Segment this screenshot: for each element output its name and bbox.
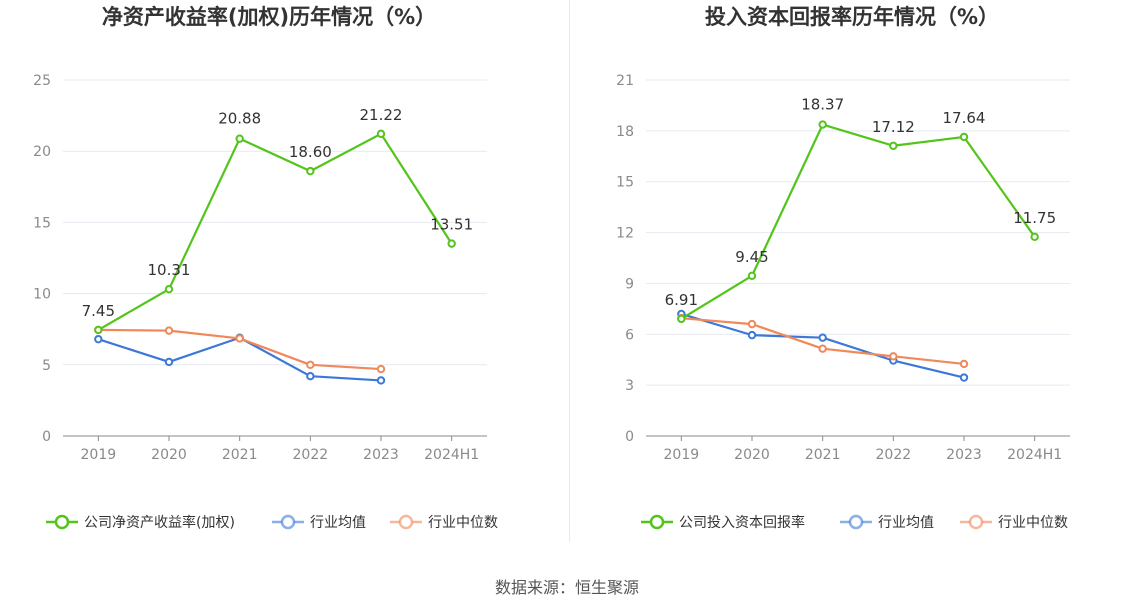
chart2-legend-industry_median-label: 行业中位数	[998, 515, 1068, 531]
chart2-industry_avg-point	[959, 373, 969, 382]
chart2-company-point	[747, 271, 757, 280]
chart2-industry_median-point	[889, 352, 898, 361]
chart1-industry_median-point	[376, 364, 386, 374]
chart1-industry_avg-line	[97, 336, 382, 382]
chart1-industry_avg-point	[376, 376, 386, 385]
chart2-y-tick-label: 12	[616, 226, 634, 242]
charts-canvas: 净资产收益率(加权)历年情况（%） 0 5 10 15 20 25 2019 2020 2021 2…	[33, 5, 1070, 531]
chart1-y-tick-label: 25	[33, 73, 51, 89]
chart2-industry_median-point	[959, 359, 969, 369]
chart2-industry_median-point	[818, 344, 827, 353]
chart1-data-label: 21.22	[360, 106, 403, 124]
chart1-data-label: 18.60	[289, 143, 332, 161]
chart1-industry_median-point	[306, 360, 315, 369]
chart1-industry_avg-point	[94, 334, 103, 344]
chart2-x-tick-label: 2021	[805, 447, 841, 463]
chart1-legend-company-label: 公司净资产收益率(加权)	[84, 514, 235, 531]
chart1-industry_median-point	[164, 326, 174, 335]
chart2-legend-industry_avg-marker	[848, 514, 864, 530]
chart1-y-tick-label: 20	[33, 144, 51, 160]
chart1-x-tick-label: 2023	[363, 447, 399, 463]
chart2-industry_median-point	[747, 319, 757, 329]
chart1-company-point	[447, 239, 456, 248]
chart2-y-tick-label: 21	[616, 73, 634, 89]
chart2-industry_avg-point	[747, 330, 757, 340]
chart1-company-point	[164, 284, 174, 294]
chart1-y-tick-label: 10	[33, 287, 51, 303]
chart1-y-tick-label: 5	[42, 358, 51, 374]
chart1-x-tick-label: 2024H1	[424, 447, 479, 463]
chart1-y-tick-label: 0	[42, 429, 51, 445]
chart2-data-label: 11.75	[1013, 209, 1056, 227]
chart1-company-point	[94, 325, 103, 335]
chart2-y-tick-label: 18	[616, 124, 634, 140]
chart2-data-label: 9.45	[735, 248, 768, 266]
chart2-data-label: 6.91	[665, 291, 698, 309]
chart2-legend-company-marker	[649, 514, 665, 530]
chart2-company-line	[680, 123, 1036, 320]
chart2-x-tick-label: 2022	[876, 447, 912, 463]
chart2-y-tick-label: 3	[625, 378, 634, 394]
chart2-legend-company-label: 公司投入资本回报率	[679, 514, 805, 531]
chart2-x-tick-label: 2024H1	[1007, 447, 1062, 463]
chart2-company-point	[1030, 232, 1039, 242]
chart2-y-tick-label: 9	[625, 276, 634, 292]
chart2-company-point	[959, 132, 969, 142]
chart1-legend-industry_avg-marker	[280, 514, 296, 530]
chart1-y-tick-label: 15	[33, 215, 51, 231]
chart1-industry_avg-point	[306, 371, 315, 381]
chart1-data-label: 7.45	[82, 302, 115, 320]
chart1-x-tick-label: 2022	[293, 447, 329, 463]
chart2-legend-industry_median-marker	[968, 514, 984, 530]
chart2-y-tick-label: 15	[616, 175, 634, 191]
chart1-data-label: 13.51	[430, 216, 473, 234]
chart2-company-point	[818, 120, 827, 129]
chart2-title: 投入资本回报率历年情况（%）	[705, 5, 999, 29]
chart1-legend-industry_avg-label: 行业均值	[310, 515, 366, 531]
chart2-x-tick-label: 2020	[734, 447, 770, 463]
chart1-legend-industry_median-marker	[398, 514, 414, 530]
chart2-data-label: 17.64	[943, 109, 986, 127]
chart2-legend-industry_avg-label: 行业均值	[878, 515, 934, 531]
chart2-data-label: 17.12	[872, 118, 915, 136]
chart1-x-tick-label: 2019	[81, 447, 117, 463]
chart1-legend-company-marker	[54, 514, 70, 530]
data-source: 数据来源：恒生聚源	[494, 578, 639, 597]
chart-divider	[569, 0, 570, 542]
chart2-x-tick-label: 2023	[946, 447, 982, 463]
chart1-data-label: 20.88	[218, 110, 261, 128]
chart1-legend-industry_median-label: 行业中位数	[428, 515, 498, 531]
chart2-data-label: 18.37	[801, 96, 844, 114]
chart1-company-point	[376, 129, 386, 139]
chart1-industry_median-point	[235, 334, 244, 343]
chart1-company-point	[306, 166, 315, 176]
chart2-company-point	[889, 141, 898, 150]
chart1-x-tick-label: 2020	[151, 447, 187, 463]
chart2-y-tick-label: 6	[625, 327, 634, 343]
chart2-company-point	[677, 314, 686, 324]
chart2-x-tick-label: 2019	[664, 447, 700, 463]
chart2-y-tick-label: 0	[625, 429, 634, 445]
chart1-data-label: 10.31	[148, 261, 191, 279]
chart1-x-tick-label: 2021	[222, 447, 258, 463]
chart1-company-point	[235, 134, 244, 143]
chart1-title: 净资产收益率(加权)历年情况（%）	[102, 5, 436, 29]
chart2-industry_avg-point	[818, 333, 827, 342]
chart1-industry_avg-point	[164, 357, 174, 367]
chart1-company-line	[97, 132, 453, 331]
